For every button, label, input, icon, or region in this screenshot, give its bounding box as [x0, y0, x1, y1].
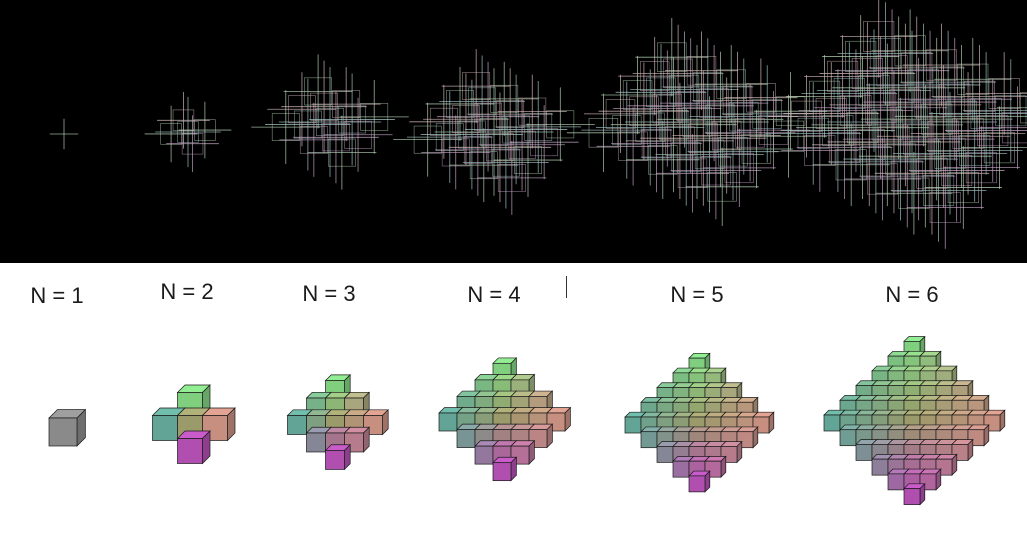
label-n6: N = 6 — [885, 282, 939, 307]
label-n3: N = 3 — [302, 281, 356, 306]
wireframe-n5 — [566, 18, 828, 226]
wireframe-n4 — [393, 49, 595, 215]
solid-cluster-n3 — [286, 373, 390, 471]
wireframe-n6 — [749, 0, 1027, 249]
label-n2: N = 2 — [160, 279, 214, 304]
label-n4: N = 4 — [467, 282, 521, 307]
label-n1: N = 1 — [30, 283, 84, 308]
wireframe-n3 — [251, 54, 409, 190]
solid-cluster-n5 — [624, 352, 775, 493]
solid-cluster-n6 — [823, 335, 1006, 506]
solid-cluster-n2 — [151, 384, 236, 465]
wireframe-n2 — [144, 92, 232, 172]
label-n5: N = 5 — [670, 282, 724, 307]
wireframe-n1 — [49, 118, 79, 150]
solid-cluster-n4 — [438, 357, 572, 482]
divider-tick — [566, 276, 567, 298]
wireframe-panel — [0, 0, 1027, 263]
solid-cluster-n1 — [48, 408, 87, 447]
